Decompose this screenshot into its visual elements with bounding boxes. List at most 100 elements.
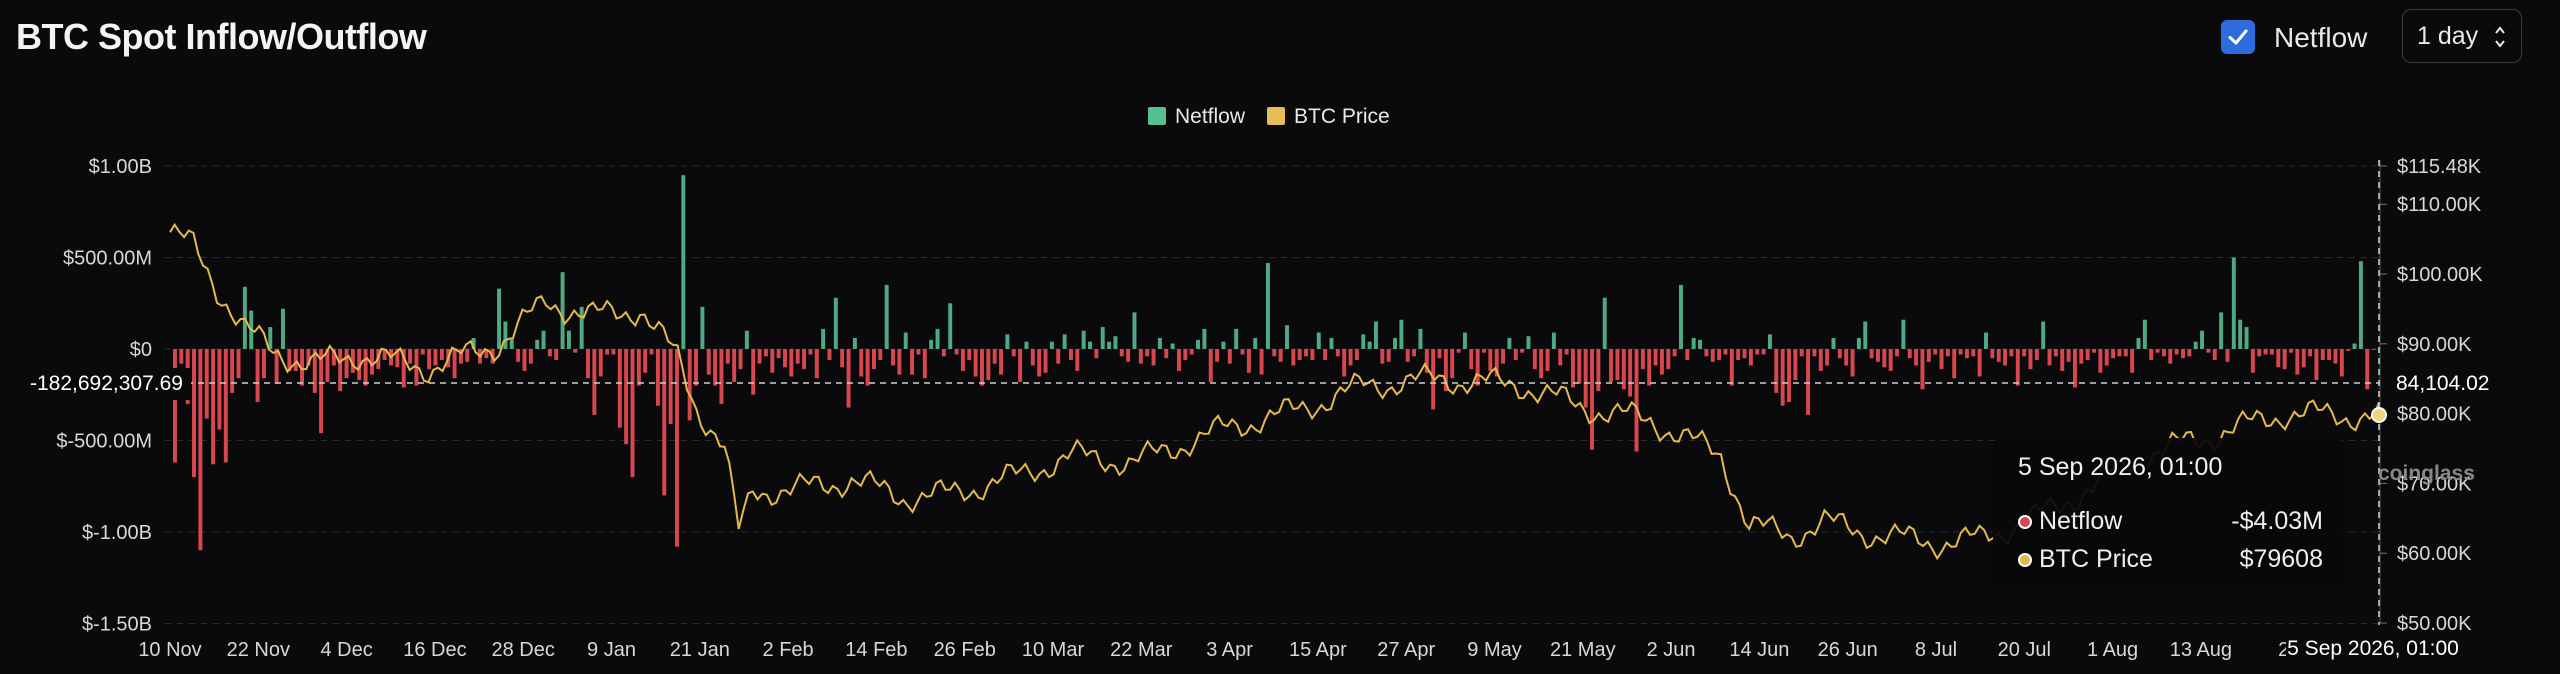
netflow-bar (814, 349, 819, 379)
netflow-bar (2244, 327, 2249, 349)
interval-select[interactable]: 1 day (2402, 9, 2522, 63)
netflow-bar (230, 349, 235, 393)
crosshair-y-label-right: 84,104.02 (2388, 368, 2498, 400)
netflow-bar (1933, 349, 1938, 355)
netflow-bar (1837, 349, 1842, 359)
netflow-bar (1240, 349, 1245, 355)
netflow-bar (1088, 341, 1092, 349)
netflow-bar (713, 349, 718, 386)
netflow-bar (312, 349, 317, 393)
x-tick-label: 2 Jun (1647, 639, 1696, 661)
tooltip-dot-btc-price (2018, 552, 2032, 567)
netflow-bar (986, 349, 991, 381)
netflow-bar (401, 349, 406, 388)
netflow-bar (1615, 349, 1620, 381)
netflow-bar (694, 349, 699, 386)
legend-item-btc-price[interactable]: BTC Price (1267, 105, 1390, 129)
netflow-bar (1856, 338, 1861, 349)
netflow-bar (293, 349, 298, 371)
netflow-bar (1590, 349, 1594, 450)
tooltip-value-netflow: -$4.03M (2231, 507, 2323, 535)
netflow-bar (1793, 349, 1798, 381)
netflow-bar (1875, 349, 1880, 362)
x-tick-label: 15 Apr (1289, 639, 1347, 661)
netflow-bar (2092, 349, 2096, 353)
netflow-bar (2111, 349, 2116, 359)
netflow-bar (1285, 325, 1289, 349)
netflow-bar (2257, 349, 2262, 357)
netflow-bar (281, 308, 285, 349)
netflow-bar (1138, 349, 1143, 364)
legend-item-netflow[interactable]: Netflow (1148, 105, 1245, 129)
price-hover-marker (2371, 407, 2387, 423)
netflow-bar (1253, 338, 1258, 349)
netflow-bar (1939, 349, 1944, 370)
netflow-bar (643, 349, 648, 373)
netflow-bar (2320, 349, 2325, 360)
y-left-tick-label: $-1.00B (82, 522, 152, 544)
netflow-bar (1526, 336, 1531, 349)
netflow-bar (662, 349, 667, 496)
netflow-bar (954, 349, 959, 355)
netflow-bar (560, 272, 565, 349)
netflow-bar (1100, 327, 1105, 349)
netflow-bar (1698, 339, 1703, 349)
netflow-bar (458, 349, 463, 364)
netflow-bar (1634, 349, 1639, 452)
netflow-bar (1145, 349, 1150, 357)
netflow-bar (1405, 349, 1410, 362)
netflow-bar (1043, 349, 1048, 373)
netflow-bar (2022, 349, 2027, 357)
netflow-bar (1901, 319, 1906, 349)
netflow-bar (242, 286, 247, 349)
netflow-bar (725, 349, 730, 364)
netflow-bar (1297, 349, 1302, 360)
y-left-tick-label: $-1.50B (82, 614, 152, 636)
netflow-bar (1926, 349, 1931, 362)
netflow-bar (770, 349, 775, 373)
netflow-bar (579, 306, 584, 349)
netflow-bar (1729, 349, 1734, 386)
netflow-bar (840, 349, 845, 368)
netflow-bar (2289, 349, 2293, 353)
netflow-bar (2060, 349, 2065, 371)
x-tick-label: 3 Apr (1206, 639, 1253, 661)
netflow-bar (808, 349, 813, 355)
netflow-bar (960, 349, 965, 371)
netflow-checkbox-label[interactable]: Netflow (2274, 22, 2368, 53)
netflow-bar (522, 349, 527, 371)
netflow-bar (2333, 349, 2338, 364)
netflow-bar (1488, 349, 1493, 371)
netflow-checkbox[interactable] (2221, 20, 2255, 54)
netflow-bar (1075, 349, 1080, 371)
netflow-bar (1393, 338, 1397, 349)
netflow-bar (2168, 349, 2173, 364)
netflow-bar (516, 349, 521, 362)
x-tick-label: 4 Dec (320, 639, 372, 661)
netflow-bar (306, 349, 311, 366)
netflow-bar (878, 349, 883, 360)
netflow-bar (255, 349, 260, 403)
netflow-bar (1799, 349, 1804, 357)
netflow-bar (1596, 349, 1601, 392)
x-tick-label: 8 Jul (1915, 639, 1957, 661)
netflow-bar (287, 349, 292, 371)
netflow-bar (1291, 349, 1296, 366)
netflow-bar (1767, 334, 1772, 349)
netflow-bar (719, 349, 724, 404)
netflow-bar (763, 349, 768, 357)
netflow-bar (1977, 349, 1982, 377)
netflow-bar (751, 349, 756, 395)
netflow-bar (1539, 349, 1544, 379)
netflow-bar (1056, 349, 1061, 364)
netflow-bar (2352, 343, 2357, 349)
netflow-bar (1113, 336, 1118, 349)
netflow-bar (681, 175, 686, 349)
netflow-bar (935, 328, 940, 349)
tooltip-label-btc-price: BTC Price (2039, 545, 2153, 573)
netflow-bar (1621, 349, 1626, 390)
netflow-bar (1723, 349, 1728, 355)
netflow-bar (1844, 349, 1849, 366)
netflow-bar (554, 349, 559, 360)
